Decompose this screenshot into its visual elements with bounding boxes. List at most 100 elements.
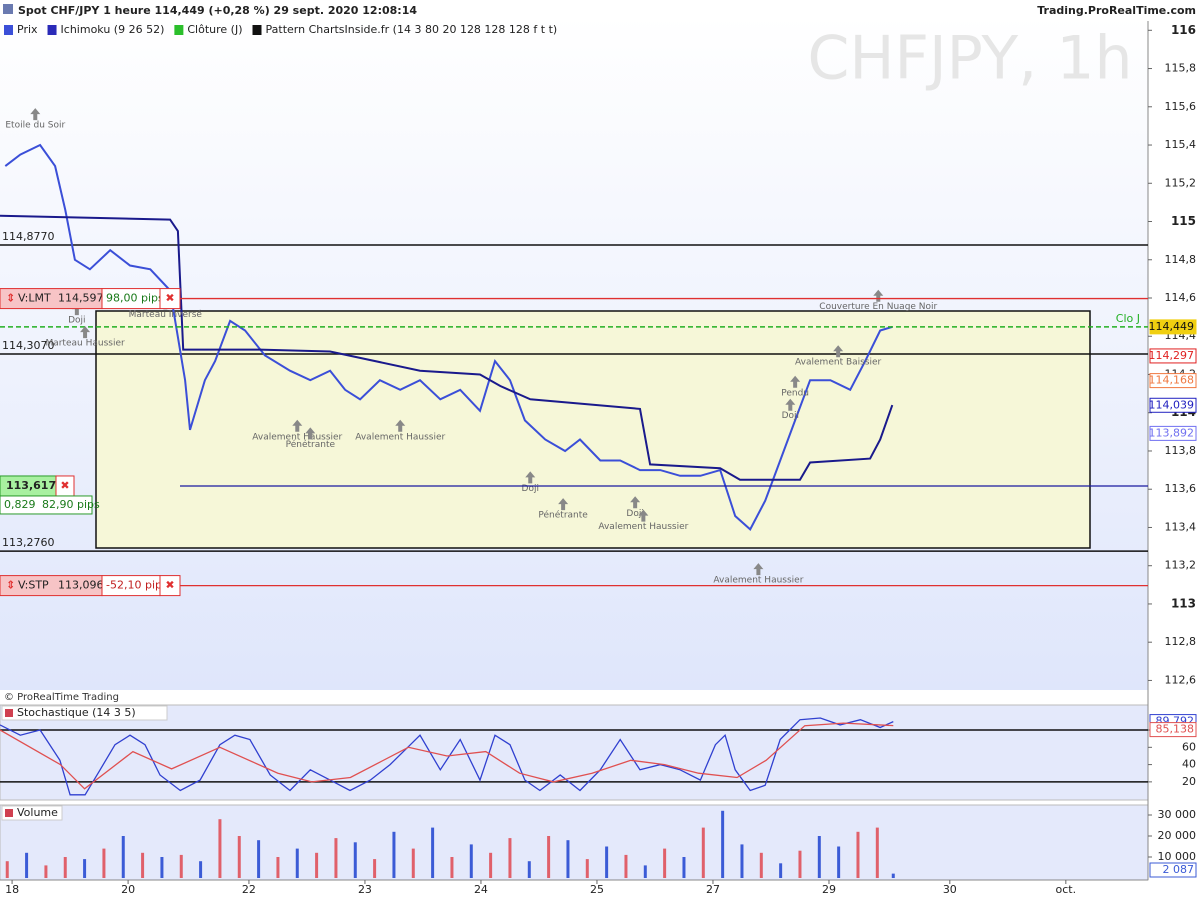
y-tick-label: 115,4 [1165, 138, 1197, 151]
price-tag-label: 114,168 [1149, 374, 1195, 387]
volume-bar [837, 846, 841, 879]
panel-title: Volume [17, 806, 58, 819]
pattern-label: Marteau Haussier [45, 339, 125, 349]
price-tag-label: 113,892 [1149, 426, 1195, 439]
pattern-arrow [80, 326, 91, 339]
pattern-zone [95, 310, 1091, 549]
volume-bar [373, 859, 377, 879]
pattern-arrow [790, 375, 801, 388]
y-tick-label: 40 [1182, 758, 1196, 771]
order-cancel-box[interactable] [159, 575, 181, 597]
volume-bar [315, 852, 319, 879]
x-tick-label: 24 [474, 883, 488, 896]
y-tick-label: 115,6 [1165, 100, 1197, 113]
order-cancel[interactable]: ✖ [165, 292, 174, 305]
pattern-label: Doji [68, 316, 85, 326]
legend-swatch [174, 25, 184, 35]
position-pips: 82,90 pips [42, 498, 100, 511]
pattern-label: Doji [782, 411, 799, 421]
x-tick-label: oct. [1056, 883, 1077, 896]
pattern-label: Avalement Haussier [355, 432, 445, 442]
pattern-label: Avalement Haussier [598, 522, 688, 532]
y-tick-label: 114,6 [1165, 291, 1197, 304]
volume-bar [25, 852, 29, 879]
order-cancel-box[interactable] [159, 288, 181, 310]
legend-label: Clôture (J) [187, 23, 242, 36]
volume-bar [624, 854, 628, 879]
panel-2: 10 000 20 000 30 000 Volume 2 087 [1, 805, 1197, 879]
volume-bar [701, 827, 705, 879]
volume-bar [431, 827, 435, 879]
series-line [0, 722, 894, 790]
pattern-arrow [833, 345, 844, 358]
volume-bar [83, 859, 87, 879]
y-tick-label: 114,8 [1165, 253, 1197, 266]
x-tick-label: 27 [706, 883, 720, 896]
pattern-arrow [630, 496, 641, 509]
y-tick-label: 60 [1182, 740, 1196, 753]
volume-bar [411, 848, 415, 879]
volume-bar [121, 835, 125, 879]
volume-bar [218, 819, 222, 879]
pattern-arrow [525, 471, 536, 484]
volume-bar [334, 838, 338, 879]
volume-bar [663, 848, 667, 879]
pattern-label: Avalement Haussier [252, 432, 342, 442]
price-tag [1149, 319, 1197, 335]
volume-bar [875, 827, 879, 879]
volume-bar [392, 831, 396, 879]
price-tag-label: 114,297 [1149, 349, 1195, 362]
pattern-label: Avalement Baissier [795, 358, 882, 368]
position-detail-box [0, 495, 93, 515]
pattern-arrow [558, 498, 569, 511]
pattern-arrow [785, 398, 796, 411]
x-tick-label: 25 [590, 883, 604, 896]
volume-bar [740, 844, 744, 879]
volume-bar [237, 835, 241, 879]
watermark: CHFJPY, 1h [807, 24, 1132, 94]
legend-swatch [252, 25, 262, 35]
volume-bar [547, 835, 551, 879]
panel-title-icon [5, 809, 13, 817]
volume-bar [585, 859, 589, 879]
pattern-label: Doji [626, 509, 643, 519]
order-type: V:LMT [18, 292, 51, 305]
volume-bar [798, 850, 802, 879]
volume-bar [44, 865, 48, 879]
volume-bar [817, 835, 821, 879]
pattern-label: Doji [522, 484, 539, 494]
pattern-arrow [292, 419, 303, 432]
pattern-arrow [395, 419, 406, 432]
order-pips: 98,00 pips [106, 292, 164, 305]
y-tick-label: 115,8 [1165, 62, 1197, 75]
price-tag [1149, 397, 1197, 413]
close-line-label: Clo J [1116, 312, 1140, 325]
volume-panel [0, 804, 1149, 881]
value-tag [1149, 722, 1197, 738]
order-type: V:STP [18, 579, 49, 592]
x-tick-label: 29 [822, 883, 836, 896]
series-line [0, 717, 894, 796]
order-cancel[interactable]: ✖ [165, 579, 174, 592]
series-line [4, 143, 893, 532]
volume-bar [856, 831, 860, 879]
volume-bar [721, 810, 725, 879]
volume-bar [199, 861, 203, 879]
volume-bar [63, 857, 67, 879]
volume-bar [779, 863, 783, 879]
position-cancel[interactable]: ✖ [60, 479, 69, 492]
panel-title-bg [1, 805, 63, 821]
volume-bar [682, 857, 686, 879]
volume-bar [102, 848, 106, 879]
price-tag-label: 114,449 [1149, 320, 1195, 333]
level-label: 114,8770 [2, 230, 55, 243]
x-tick-label: 22 [242, 883, 256, 896]
volume-bar [605, 846, 609, 879]
y-tick-label: 10 000 [1158, 850, 1197, 863]
volume-bar [643, 865, 647, 879]
pattern-label: Etoile du Soir [5, 121, 65, 131]
pattern-arrow [30, 108, 41, 121]
legend-swatch [4, 25, 13, 35]
y-tick-label: 113,6 [1165, 482, 1197, 495]
